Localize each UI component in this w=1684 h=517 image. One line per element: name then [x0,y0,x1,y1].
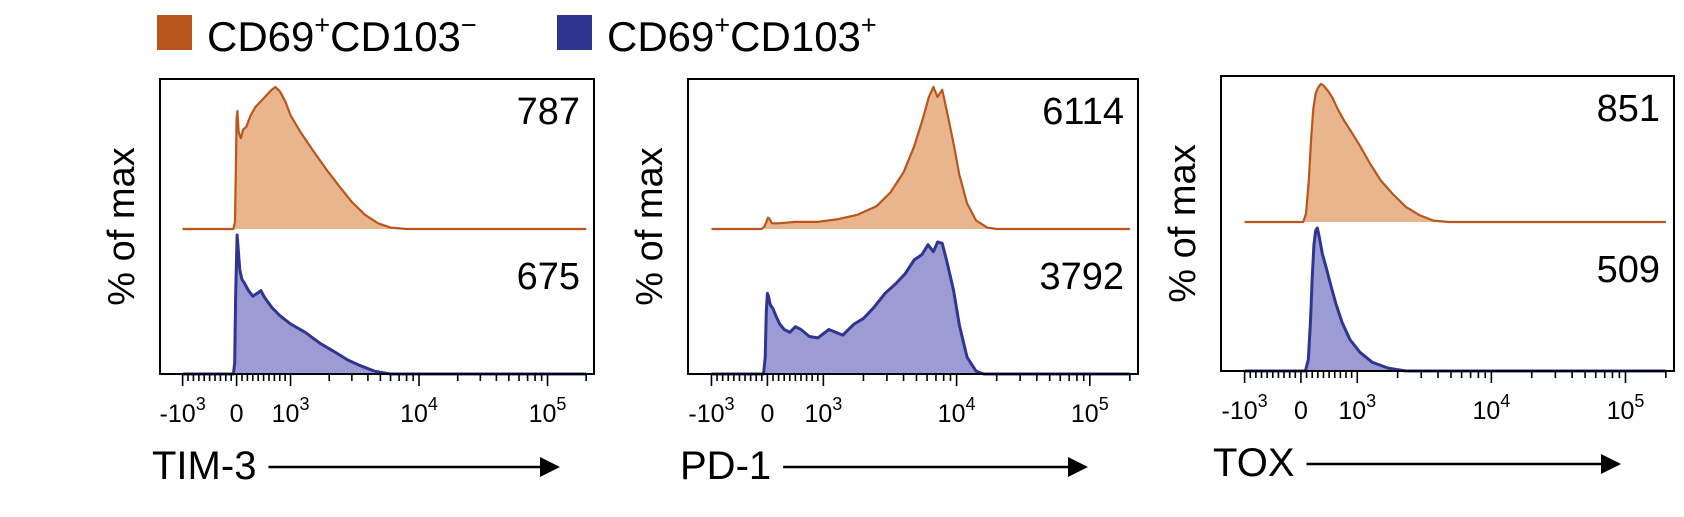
tick-label-10e5: 105 [1071,394,1109,428]
axis-arrow-head [1601,454,1621,474]
histogram-line-cd69-cd103-tim-3 [182,233,587,376]
x-axis-label-tox: TOX [1213,441,1295,485]
mfi-label-cd69-cd103-tim-3: 675 [517,256,580,298]
tick-label-10e3: -103 [1222,391,1268,425]
histogram-line-cd69-cd103-pd-1 [711,85,1130,231]
tick-label-10e3: -103 [160,394,206,428]
mfi-label-cd69-cd103-tim-3: 787 [517,91,580,133]
panel-tox: 851 509 % of max -103 0 103 104 105 TOX [1162,75,1675,485]
tick-label-10e3: 103 [804,394,842,428]
histogram-fill-cd69-cd103-tox [1244,84,1666,222]
histogram-line-cd69-cd103-tox [1244,82,1666,224]
tick-label-10e4: 104 [1472,391,1510,425]
mfi-label-cd69-cd103-pd-1: 6114 [1042,91,1124,133]
legend-swatch-blue [557,15,592,50]
axis-arrow-head [540,457,560,477]
plot-frame [159,78,595,375]
histogram-fill-cd69-cd103-tox [1244,228,1666,371]
legend: CD69+CD103− CD69+CD103+ [157,10,877,60]
mfi-label-cd69-cd103-pd-1: 3792 [1039,256,1124,298]
tick-label-10e4: 104 [938,394,976,428]
mfi-label-cd69-cd103-tox: 509 [1597,249,1660,291]
axis-arrow-head [1068,457,1088,477]
legend-label-cd103-positive: CD69+CD103+ [607,10,877,60]
tick-label-10e3: -103 [688,394,734,428]
histogram-panels: 787 675 % of max -103 0 103 104 105 TIM-3 6114 379… [101,75,1675,488]
panel-pd-1: 6114 3792 % of max -103 0 103 104 105 PD-1 [629,78,1139,488]
plot-frame [687,78,1139,375]
tick-label-0: 0 [230,400,244,428]
panel-tim-3: 787 675 % of max -103 0 103 104 105 TIM-3 [101,78,595,488]
histogram-line-cd69-cd103-pd-1 [711,240,1130,376]
tick-label-0: 0 [1294,397,1308,425]
y-axis-label: % of max [629,147,671,305]
x-axis-label-tim-3: TIM-3 [152,444,256,488]
tick-label-10e4: 104 [400,394,438,428]
histogram-fill-cd69-cd103-tim-3 [182,87,587,229]
mfi-label-cd69-cd103-tox: 851 [1597,88,1660,130]
histogram-fill-cd69-cd103-pd-1 [711,87,1130,229]
legend-swatch-orange [157,15,192,50]
legend-label-cd103-negative: CD69+CD103− [207,10,477,60]
tick-label-10e5: 105 [529,394,567,428]
tick-label-10e5: 105 [1607,391,1645,425]
x-axis-label-pd-1: PD-1 [680,444,771,488]
histogram-line-cd69-cd103-tim-3 [182,85,587,231]
tick-label-10e3: 103 [1338,391,1376,425]
tick-label-10e3: 103 [272,394,310,428]
y-axis-label: % of max [1162,144,1204,302]
histogram-line-cd69-cd103-tox [1244,226,1666,373]
plot-frame [1220,75,1675,372]
tick-label-0: 0 [760,400,774,428]
legend-item-cd103-positive: CD69+CD103+ [557,10,877,60]
histogram-fill-cd69-cd103-pd-1 [711,242,1130,374]
histogram-fill-cd69-cd103-tim-3 [182,235,587,374]
y-axis-label: % of max [101,147,143,305]
legend-item-cd103-negative: CD69+CD103− [157,10,477,60]
